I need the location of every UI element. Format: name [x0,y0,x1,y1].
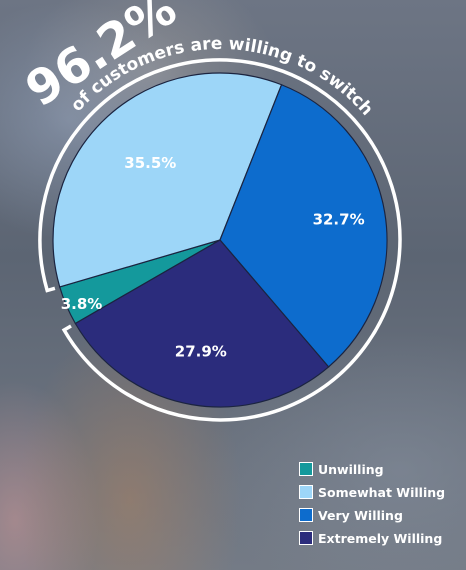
legend-label: Somewhat Willing [318,484,446,500]
willing-bracket [38,58,402,422]
legend-item-somewhat-willing: Somewhat Willing [299,482,445,502]
legend: Unwilling Somewhat Willing Very Willing … [299,459,445,551]
legend-item-extremely-willing: Extremely Willing [299,528,445,548]
pie-slice-extremely-willing [74,239,330,408]
slice-label-extremely-willing: 27.9% [175,342,227,360]
slice-label-unwilling: 3.8% [61,295,103,313]
legend-label: Very Willing [318,507,403,523]
legend-label: Extremely Willing [318,530,443,546]
legend-item-very-willing: Very Willing [299,505,445,525]
legend-swatch-somewhat-willing [299,485,313,499]
pie-slice-labels: 3.8% 35.5% 32.7% 27.9% [61,154,365,360]
pie-slices [52,72,388,408]
legend-swatch-very-willing [299,508,313,522]
legend-swatch-unwilling [299,462,313,476]
pie-slice-somewhat-willing [52,72,283,288]
legend-label: Unwilling [318,461,384,477]
slice-label-very-willing: 32.7% [313,211,365,229]
legend-item-unwilling: Unwilling [299,459,445,479]
pie-slice-very-willing [219,83,388,368]
slice-label-somewhat-willing: 35.5% [124,154,176,172]
legend-swatch-extremely-willing [299,531,313,545]
